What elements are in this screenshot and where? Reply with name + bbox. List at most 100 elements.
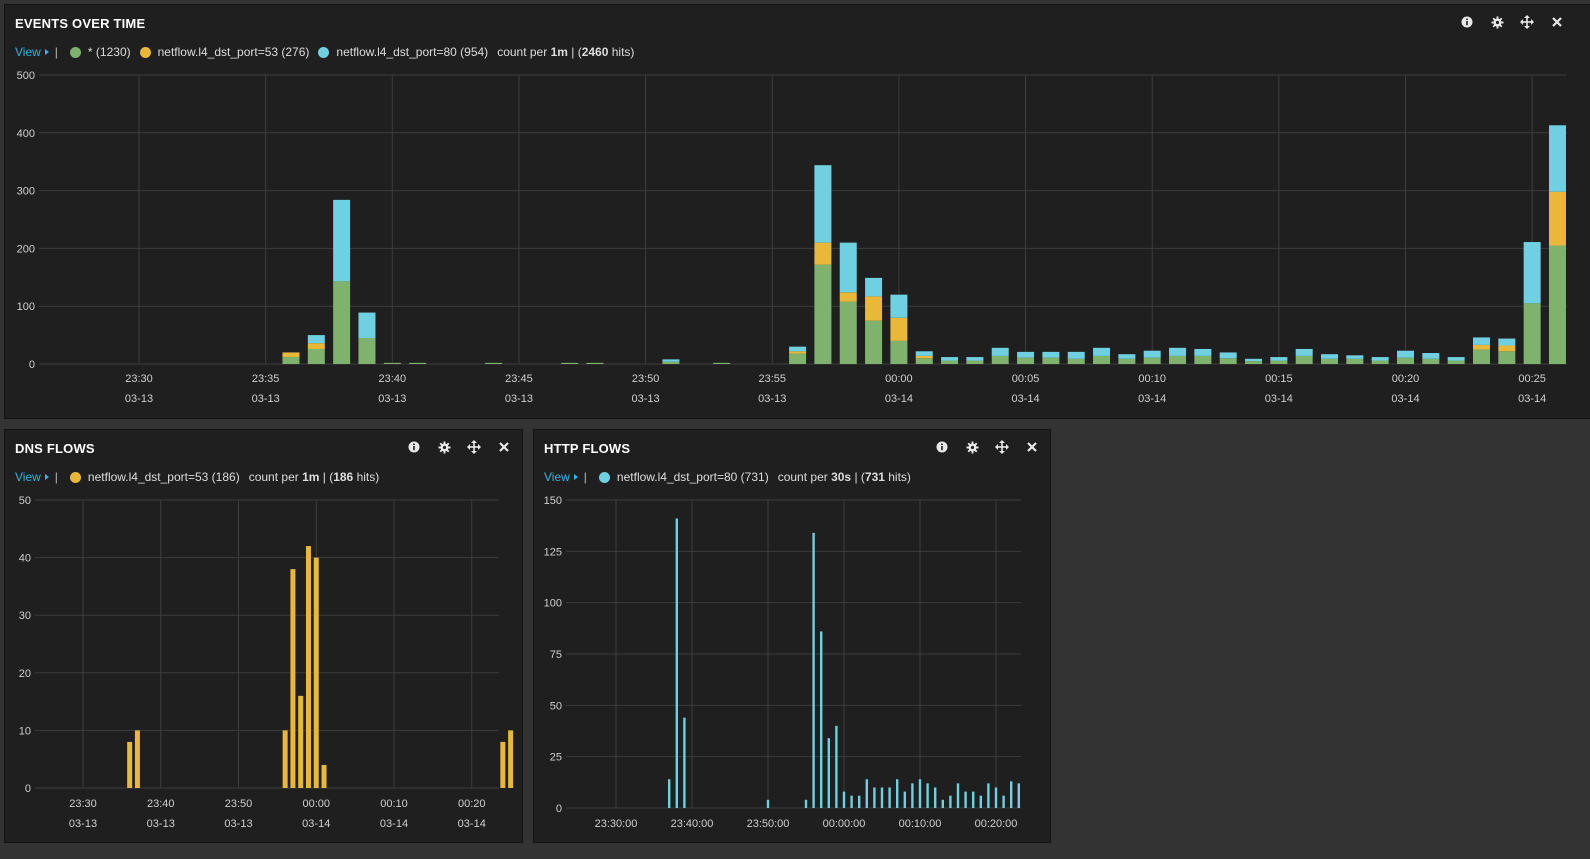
y-tick-label: 40: [19, 553, 31, 565]
bar-segment: [1422, 353, 1440, 359]
http-chart: 0 25 50 75 100 125 150 23:30:00 23:40:00 23:50:00…: [544, 495, 1021, 830]
x-tick-label-date: 03-13: [505, 393, 533, 405]
legend-item-dns[interactable]: netflow.l4_dst_port=53 (276): [139, 45, 309, 59]
bar-segment: [358, 312, 376, 338]
bar: [896, 779, 899, 808]
x-tick-label-time: 00:00: [885, 373, 913, 385]
bar-segment: [1219, 352, 1237, 359]
bar-segment: [1194, 348, 1212, 356]
x-tick-label-time: 00:05: [1012, 373, 1040, 385]
bar-segment: [941, 360, 959, 364]
bar-segment: [839, 242, 857, 293]
close-icon[interactable]: [1549, 14, 1565, 30]
view-menu[interactable]: View: [15, 45, 49, 59]
bar-segment: [307, 335, 325, 344]
bar-segment: [789, 346, 807, 352]
count-summary: count per 1m | (2460 hits): [497, 45, 635, 59]
bar-segment: [991, 355, 1009, 364]
bar-segment: [789, 351, 807, 354]
bar-segment: [662, 359, 680, 362]
bar-segment: [1371, 357, 1389, 361]
bar: [934, 787, 937, 808]
bar: [820, 631, 823, 808]
gear-icon[interactable]: [436, 439, 452, 455]
bar: [941, 799, 944, 808]
legend-bar: View | netflow.l4_dst_port=80 (731) coun…: [544, 470, 911, 484]
bar: [282, 730, 288, 788]
close-icon[interactable]: [1024, 439, 1040, 455]
bar-segment: [1295, 355, 1313, 364]
y-tick-label: 50: [550, 700, 562, 712]
move-icon[interactable]: [994, 439, 1010, 455]
x-tick-label-time: 23:50:00: [747, 818, 790, 830]
dns-chart: 0 10 20 30 40 50 23:30 03-13 23:40 03-13 23:50 03-1…: [19, 495, 514, 830]
bar-segment: [1447, 360, 1465, 364]
x-tick-label-time: 23:55: [758, 373, 786, 385]
info-icon[interactable]: [406, 439, 422, 455]
bar: [972, 791, 975, 808]
bar: [305, 546, 311, 788]
view-menu[interactable]: View: [544, 470, 578, 484]
y-tick-label: 25: [550, 752, 562, 764]
bar: [880, 787, 884, 808]
x-tick-label-time: 00:10:00: [899, 818, 942, 830]
bar-segment: [1169, 347, 1187, 356]
legend-item-http[interactable]: netflow.l4_dst_port=80 (954): [318, 45, 488, 59]
close-icon[interactable]: [496, 439, 512, 455]
bar: [903, 791, 906, 808]
bar: [865, 779, 868, 808]
bar: [979, 795, 982, 808]
panel-actions: [934, 439, 1040, 455]
info-icon[interactable]: [1459, 14, 1475, 30]
y-tick-label: 150: [544, 495, 562, 507]
move-icon[interactable]: [466, 439, 482, 455]
bar-segment: [307, 348, 325, 364]
legend-bar: View | * (1230) netflow.l4_dst_port=53 (…: [15, 45, 634, 59]
view-menu[interactable]: View: [15, 470, 49, 484]
x-tick-label-time: 00:20:00: [975, 818, 1018, 830]
x-tick-label-time: 00:20: [1392, 373, 1420, 385]
bar: [994, 787, 998, 808]
bar-segment: [282, 357, 300, 364]
gear-icon[interactable]: [964, 439, 980, 455]
bar: [127, 741, 133, 788]
caret-right-icon: [573, 474, 578, 480]
panel-actions: [406, 439, 512, 455]
events-over-time-panel: EVENTS OVER TIME View | * (1230) netflow…: [4, 4, 1590, 419]
y-tick-label: 75: [550, 649, 562, 661]
bar: [842, 791, 846, 808]
bar: [835, 725, 838, 808]
bar: [873, 787, 876, 808]
bar: [508, 730, 514, 788]
info-icon[interactable]: [934, 439, 950, 455]
bar-segment: [890, 317, 908, 341]
x-tick-label-time: 23:35: [252, 373, 280, 385]
panel-actions: [1459, 14, 1565, 30]
x-tick-label-time: 23:50: [225, 798, 253, 810]
bar: [827, 738, 830, 808]
legend-item-http[interactable]: netflow.l4_dst_port=80 (731): [598, 470, 769, 484]
bar-segment: [1397, 357, 1414, 364]
events-chart: 0 100 200 300 400 500 23:30 03-13 23:35 03-13 23:4…: [17, 70, 1567, 405]
bar-segment: [1270, 360, 1288, 364]
bar-segment: [333, 281, 351, 364]
legend-item-all[interactable]: * (1230): [69, 45, 131, 59]
x-tick-label-date: 03-13: [147, 818, 175, 830]
bar-segment: [1371, 360, 1389, 364]
bar-segment: [1245, 361, 1263, 364]
bar-segment: [1472, 337, 1490, 345]
bar-segment: [1472, 344, 1490, 350]
x-tick-label-date: 03-13: [758, 393, 786, 405]
bar-segment: [383, 362, 401, 364]
x-tick-label-date: 03-14: [1138, 393, 1166, 405]
gear-icon[interactable]: [1489, 14, 1505, 30]
move-icon[interactable]: [1519, 14, 1535, 30]
bar-segment: [814, 242, 832, 265]
legend-item-dns[interactable]: netflow.l4_dst_port=53 (186): [69, 470, 240, 484]
bar-segment: [1447, 357, 1465, 361]
bar-segment: [915, 358, 933, 364]
bar-segment: [1194, 355, 1212, 364]
legend-bar: View | netflow.l4_dst_port=53 (186) coun…: [15, 470, 379, 484]
bar-segment: [991, 347, 1009, 356]
y-tick-label: 100: [544, 598, 562, 610]
